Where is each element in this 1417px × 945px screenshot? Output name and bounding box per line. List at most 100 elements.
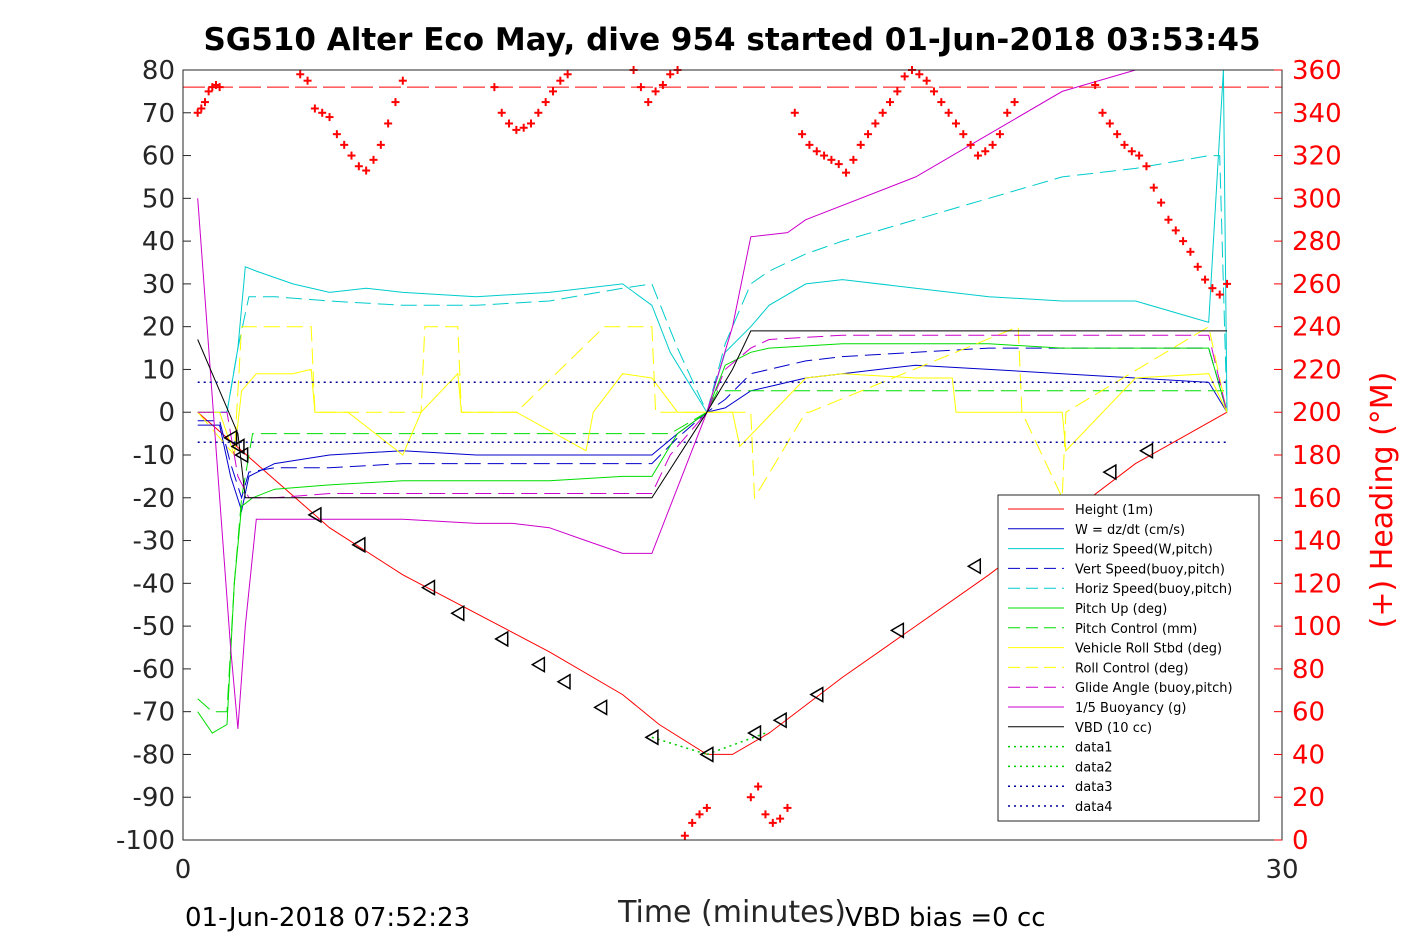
heading-point <box>827 155 836 164</box>
legend-entry-6: Pitch Control (mm) <box>1075 622 1197 637</box>
heading-point <box>204 87 213 96</box>
x-tick-label: 0 <box>175 855 192 885</box>
heading-point <box>318 108 327 117</box>
left-tick-label: 10 <box>142 355 175 385</box>
heading-point <box>1105 119 1114 128</box>
x-axis-label: Time (minutes) <box>617 895 846 930</box>
heading-point <box>398 76 407 85</box>
heading-point <box>548 87 557 96</box>
waypoint-triangle-marker <box>699 746 714 763</box>
heading-point <box>1003 108 1012 117</box>
legend-entry-9: Glide Angle (buoy,pitch) <box>1075 681 1233 696</box>
heading-point <box>944 108 953 117</box>
right-tick-label: 140 <box>1292 527 1342 557</box>
heading-point <box>1186 247 1195 256</box>
heading-point <box>354 162 363 171</box>
heading-point <box>644 98 653 107</box>
heading-point <box>658 80 667 89</box>
heading-point <box>951 119 960 128</box>
heading-point <box>1098 108 1107 117</box>
legend-entry-2: Horiz Speed(W,pitch) <box>1075 543 1213 558</box>
waypoint-triangle-marker <box>307 506 322 524</box>
heading-point <box>651 87 660 96</box>
heading-point <box>556 76 565 85</box>
heading-point <box>893 87 902 96</box>
series-line-8 <box>197 325 1228 500</box>
right-tick-label: 180 <box>1292 441 1342 471</box>
right-tick-label: 60 <box>1292 698 1325 728</box>
heading-point <box>347 151 356 160</box>
heading-point <box>563 70 572 79</box>
heading-point <box>1201 275 1210 284</box>
left-tick-label: -80 <box>133 740 175 770</box>
x-tick-label: 30 <box>1265 855 1298 885</box>
left-tick-label: 80 <box>142 56 175 86</box>
heading-point <box>878 108 887 117</box>
heading-point <box>988 140 997 149</box>
heading-point <box>1193 262 1202 271</box>
footer-date: 01-Jun-2018 07:52:23 <box>185 903 470 933</box>
right-tick-label: 340 <box>1292 99 1342 129</box>
left-tick-label: 30 <box>142 270 175 300</box>
heading-point <box>296 70 305 79</box>
right-tick-label: 320 <box>1292 142 1342 172</box>
legend-entry-8: Roll Control (deg) <box>1075 661 1189 676</box>
heading-point <box>534 108 543 117</box>
series-line-3 <box>197 347 1228 500</box>
legend-entry-11: VBD (10 cc) <box>1075 721 1152 736</box>
heading-point <box>922 76 931 85</box>
series-line-2 <box>197 69 1228 414</box>
right-tick-label: 100 <box>1292 612 1342 642</box>
legend: Height (1m) W = dz/dt (cm/s) Horiz Speed(W… <box>997 494 1260 822</box>
right-tick-label: 260 <box>1292 270 1342 300</box>
heading-point <box>384 119 393 128</box>
heading-point <box>369 155 378 164</box>
waypoint-triangle-marker <box>556 673 571 691</box>
heading-point <box>200 98 209 107</box>
heading-point <box>864 130 873 139</box>
waypoint-triangle-marker <box>772 711 787 729</box>
left-tick-label: 20 <box>142 313 175 343</box>
left-tick-label: -60 <box>133 655 175 685</box>
series-line-10 <box>197 69 1136 729</box>
heading-point <box>783 803 792 812</box>
footer-vbd-bias: VBD bias =0 cc <box>845 903 1046 933</box>
legend-entry-4: Horiz Speed(buoy,pitch) <box>1075 582 1232 597</box>
x-axis: 0 30 <box>175 855 1299 885</box>
heading-point <box>768 818 777 827</box>
legend-entry-5: Pitch Up (deg) <box>1075 602 1167 617</box>
legend-entry-10: 1/5 Buoyancy (g) <box>1075 701 1186 716</box>
right-tick-label: 300 <box>1292 184 1342 214</box>
heading-point <box>790 108 799 117</box>
waypoint-triangle-marker <box>450 604 465 622</box>
legend-entry-7: Vehicle Roll Stbd (deg) <box>1075 642 1222 657</box>
waypoint-triangle-marker <box>230 438 245 455</box>
right-tick-label: 240 <box>1292 313 1342 343</box>
heading-point <box>812 147 821 156</box>
legend-entry-1: W = dz/dt (cm/s) <box>1075 523 1185 538</box>
heading-point <box>959 130 968 139</box>
right-tick-label: 80 <box>1292 655 1325 685</box>
heading-point <box>1135 151 1144 160</box>
waypoint-triangle-marker <box>223 429 238 447</box>
heading-point <box>776 814 785 823</box>
right-axis: 3603403203002802602402202001801601401201… <box>1274 56 1342 856</box>
left-tick-label: -20 <box>133 484 175 514</box>
legend-entry-14: data3 <box>1075 780 1113 795</box>
heading-point <box>325 113 334 122</box>
heading-point <box>391 98 400 107</box>
series-layer <box>183 69 1282 756</box>
series-line-11 <box>197 330 1227 499</box>
legend-entry-13: data2 <box>1075 760 1113 775</box>
series-line-6 <box>197 390 1227 713</box>
heading-point <box>1127 147 1136 156</box>
waypoint-triangle-marker <box>593 699 608 716</box>
left-tick-label: -30 <box>133 527 175 557</box>
right-tick-label: 220 <box>1292 355 1342 385</box>
right-tick-label: 20 <box>1292 783 1325 813</box>
heading-point <box>541 98 550 107</box>
right-tick-label: 120 <box>1292 569 1342 599</box>
waypoint-triangle-marker <box>1138 442 1154 460</box>
waypoint-triangle-marker <box>234 446 249 464</box>
heading-point <box>805 140 814 149</box>
